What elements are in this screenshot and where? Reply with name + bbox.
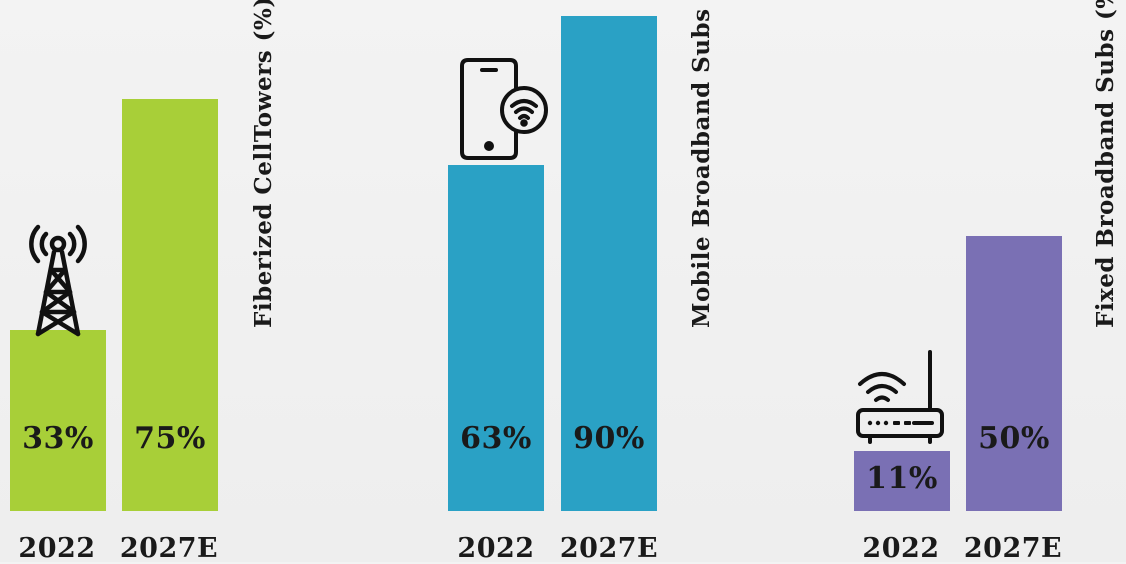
cell-tower-icon <box>29 224 87 337</box>
year-label-2027e: 2027E <box>963 533 1063 564</box>
bar-2022 <box>854 450 950 511</box>
value-label-2022: 11% <box>866 460 938 496</box>
chart-title: Mobile Broadband Subs (%) <box>688 0 715 328</box>
bar-2027e <box>122 98 218 511</box>
chart-fixed-broadband-subs: 11% 50% 2022 2027E Fixed Broadband Subs … <box>854 0 1126 564</box>
value-label-2027e: 75% <box>134 421 206 456</box>
chart-fiberized-cell-towers: 33% 75% 2022 2027E Fiberized CellTowers … <box>10 0 310 564</box>
value-label-2027e: 90% <box>573 421 645 456</box>
bar-2022 <box>10 329 106 511</box>
chart-mobile-broadband-subs: 63% 90% 2022 2027E Mobile Broadband Subs… <box>448 0 748 564</box>
wifi-router-icon <box>856 350 944 444</box>
chart-title: Fiberized CellTowers (%) <box>250 0 277 328</box>
value-label-2022: 63% <box>460 421 532 456</box>
bar-2022 <box>448 164 544 511</box>
year-label-2022: 2022 <box>18 533 96 564</box>
chart-title: Fixed Broadband Subs (%) <box>1092 0 1119 328</box>
bar-2027e <box>561 16 657 511</box>
year-label-2027e: 2027E <box>559 533 659 564</box>
year-label-2022: 2022 <box>457 533 535 564</box>
value-label-2022: 33% <box>22 421 94 456</box>
smartphone-wifi-icon <box>460 58 548 160</box>
bar-2027e <box>966 236 1062 511</box>
year-label-2027e: 2027E <box>119 533 219 564</box>
value-label-2027e: 50% <box>978 421 1050 456</box>
year-label-2022: 2022 <box>862 533 940 564</box>
